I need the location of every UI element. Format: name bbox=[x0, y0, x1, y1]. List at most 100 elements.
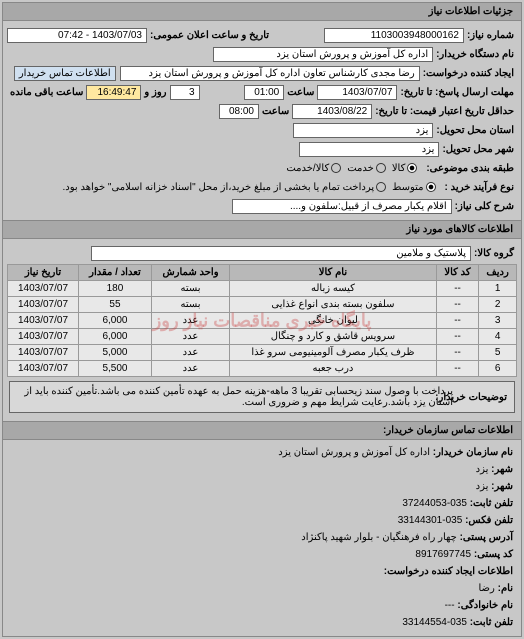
table-cell: 5,500 bbox=[79, 361, 152, 377]
proc-opt-b: پرداخت تمام یا بخشی از مبلغ خرید،از محل … bbox=[63, 182, 375, 193]
proc-radio-b[interactable]: پرداخت تمام یا بخشی از مبلغ خرید،از محل … bbox=[63, 182, 387, 193]
proc-radio-a[interactable]: متوسط bbox=[392, 182, 435, 193]
phone-label: تلفن ثابت: bbox=[470, 498, 513, 509]
table-cell: بسته bbox=[151, 281, 229, 297]
days-value: 3 bbox=[170, 85, 200, 100]
proc-label: نوع فرآیند خرید : bbox=[442, 182, 517, 193]
deadline-date: 1403/07/07 bbox=[317, 85, 397, 100]
post-value: 8917697745 bbox=[415, 549, 471, 560]
name-label: نام: bbox=[498, 583, 513, 594]
org-label: نام سازمان خریدار: bbox=[433, 447, 513, 458]
radio-icon bbox=[376, 182, 386, 192]
table-cell: 55 bbox=[79, 297, 152, 313]
table-cell: 180 bbox=[79, 281, 152, 297]
cat-label: طبقه بندی موضوعی: bbox=[423, 163, 517, 174]
time-label-1: ساعت bbox=[284, 87, 317, 98]
table-cell: 1403/07/07 bbox=[8, 329, 79, 345]
table-cell: 1403/07/07 bbox=[8, 281, 79, 297]
table-cell: ظرف یکبار مصرف آلومینیومی سرو غذا bbox=[230, 345, 437, 361]
table-cell: 6 bbox=[479, 361, 517, 377]
table-cell: 1 bbox=[479, 281, 517, 297]
table-row: 6--درب جعبهعدد5,5001403/07/07 bbox=[8, 361, 517, 377]
table-cell: عدد bbox=[151, 361, 229, 377]
fcity-label: شهر: bbox=[491, 464, 513, 475]
req-no-label: شماره نیاز: bbox=[464, 30, 517, 41]
radio-icon bbox=[426, 182, 436, 192]
days-label: روز و bbox=[141, 87, 169, 98]
table-cell: -- bbox=[436, 329, 478, 345]
remain-value: 16:49:47 bbox=[86, 85, 141, 100]
creator-header: اطلاعات ایجاد کننده درخواست: bbox=[11, 564, 513, 580]
table-cell: -- bbox=[436, 345, 478, 361]
table-cell: -- bbox=[436, 361, 478, 377]
table-cell: -- bbox=[436, 297, 478, 313]
table-cell: سرویس قاشق و کارد و چنگال bbox=[230, 329, 437, 345]
buyer-note-label: توضیحات خریدار: bbox=[455, 392, 510, 403]
table-header: کد کالا bbox=[436, 265, 478, 281]
details-header: جزئیات اطلاعات نیاز bbox=[3, 3, 521, 21]
table-row: 4--سرویس قاشق و کارد و چنگالعدد6,0001403… bbox=[8, 329, 517, 345]
table-cell: -- bbox=[436, 313, 478, 329]
table-cell: 6,000 bbox=[79, 313, 152, 329]
table-cell: عدد bbox=[151, 345, 229, 361]
ftown-label: شهر: bbox=[491, 481, 513, 492]
phone-value: 035-37244053 bbox=[402, 498, 467, 509]
table-cell: 1403/07/07 bbox=[8, 345, 79, 361]
table-cell: 1403/07/07 bbox=[8, 297, 79, 313]
table-cell: 5 bbox=[479, 345, 517, 361]
announce-value: 1403/07/03 - 07:42 bbox=[7, 28, 147, 43]
table-cell: لیوان خانگی bbox=[230, 313, 437, 329]
announce-label: تاریخ و ساعت اعلان عمومی: bbox=[147, 30, 272, 41]
contact-header: اطلاعات تماس سازمان خریدار: bbox=[3, 421, 521, 440]
table-header: واحد شمارش bbox=[151, 265, 229, 281]
fax-label: تلفن فکس: bbox=[465, 515, 513, 526]
radio-icon bbox=[376, 163, 386, 173]
table-cell: 4 bbox=[479, 329, 517, 345]
cat-opt-b: خدمت bbox=[347, 163, 374, 174]
addr-label: آدرس پستی: bbox=[460, 532, 513, 543]
table-cell: -- bbox=[436, 281, 478, 297]
desc-label: شرح کلی نیاز: bbox=[452, 201, 517, 212]
contact-button[interactable]: اطلاعات تماس خریدار bbox=[14, 66, 116, 81]
buyer-note-text: پرداخت با وصول سند زیحسابی تقریبا 3 ماهه… bbox=[14, 386, 453, 408]
cat-opt-a: کالا bbox=[392, 163, 406, 174]
cphone-value: 035-33144554 bbox=[402, 617, 467, 628]
name-value: رضا bbox=[478, 583, 494, 594]
org-value: اداره کل آموزش و پرورش استان یزد bbox=[278, 447, 430, 458]
buyer-label: نام دستگاه خریدار: bbox=[433, 49, 517, 60]
table-cell: 2 bbox=[479, 297, 517, 313]
cphone-label: تلفن ثابت: bbox=[470, 617, 513, 628]
fax-value: 035-33144301 bbox=[398, 515, 463, 526]
desc-value: اقلام یکبار مصرف از قبیل:سلفون و.... bbox=[232, 199, 452, 214]
table-cell: 3 bbox=[479, 313, 517, 329]
table-row: 3--لیوان خانگیعدد6,0001403/07/07 bbox=[8, 313, 517, 329]
table-cell: درب جعبه bbox=[230, 361, 437, 377]
buyer-value: اداره کل آموزش و پرورش استان یزد bbox=[213, 47, 433, 62]
prov-label: استان محل تحویل: bbox=[433, 125, 517, 136]
radio-icon bbox=[331, 163, 341, 173]
table-cell: عدد bbox=[151, 329, 229, 345]
city-value: یزد bbox=[299, 142, 439, 157]
table-cell: عدد bbox=[151, 313, 229, 329]
prov-value: یزد bbox=[293, 123, 433, 138]
cat-radio-a[interactable]: کالا bbox=[392, 163, 418, 174]
time-label-2: ساعت bbox=[259, 106, 292, 117]
table-cell: 6,000 bbox=[79, 329, 152, 345]
post-label: کد پستی: bbox=[474, 549, 513, 560]
minvalid-time: 08:00 bbox=[219, 104, 259, 119]
cat-radio-b[interactable]: خدمت bbox=[347, 163, 386, 174]
goods-group-label: گروه کالا: bbox=[471, 248, 517, 259]
fcity-value: یزد bbox=[476, 464, 489, 475]
deadline-time: 01:00 bbox=[244, 85, 284, 100]
table-cell: کیسه زباله bbox=[230, 281, 437, 297]
cat-opt-c: کالا/خدمت bbox=[286, 163, 329, 174]
table-row: 2--سلفون بسته بندی انواع غذاییبسته551403… bbox=[8, 297, 517, 313]
goods-table: ردیفکد کالانام کالاواحد شمارشتعداد / مقد… bbox=[7, 264, 517, 377]
proc-opt-a: متوسط bbox=[392, 182, 423, 193]
table-cell: بسته bbox=[151, 297, 229, 313]
table-row: 5--ظرف یکبار مصرف آلومینیومی سرو غذاعدد5… bbox=[8, 345, 517, 361]
table-cell: 1403/07/07 bbox=[8, 313, 79, 329]
requester-label: ایجاد کننده درخواست: bbox=[420, 68, 517, 79]
deadline-label: مهلت ارسال پاسخ: تا تاریخ: bbox=[397, 87, 517, 98]
cat-radio-c[interactable]: کالا/خدمت bbox=[286, 163, 341, 174]
